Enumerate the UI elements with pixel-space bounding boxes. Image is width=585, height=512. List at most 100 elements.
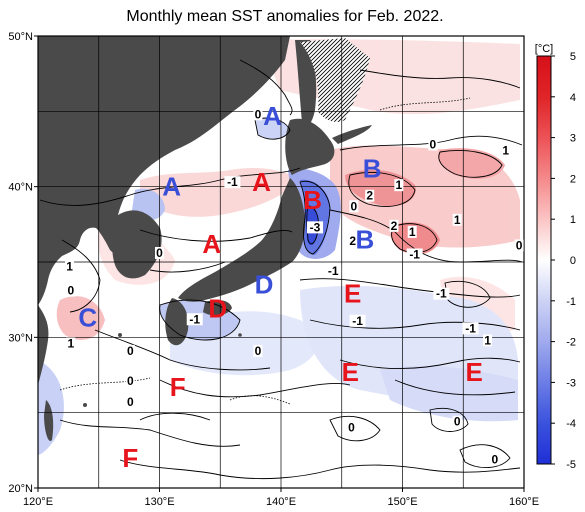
lat-label: 30°N — [8, 332, 33, 344]
colorbar-tick-label: 1 — [570, 214, 576, 226]
region-label-e: E — [344, 279, 361, 309]
colorbar-tick-label: 3 — [570, 133, 576, 145]
grid-lines — [38, 36, 524, 488]
colorbar-tick-label: 4 — [570, 92, 576, 104]
longitude-axis: 120°E 130°E 140°E 150°E 160°E — [23, 488, 539, 508]
contour-label: 0 — [348, 421, 355, 435]
region-label-c: C — [78, 303, 97, 333]
colorbar-tick-label: -5 — [566, 459, 576, 471]
contour-label: 0 — [255, 107, 262, 121]
colorbar-tick-label: 2 — [570, 173, 576, 185]
contour-label-bg — [483, 334, 493, 347]
contour-label-bg — [514, 239, 524, 252]
contour-label-bg — [433, 287, 450, 300]
region-label-a: A — [202, 229, 221, 259]
contour-label-bg — [349, 200, 359, 213]
colorbar-tick-label: 5 — [570, 51, 576, 63]
contour-label: -1 — [189, 312, 200, 326]
contour-label-bg — [406, 248, 423, 261]
lat-label: 20°N — [8, 483, 33, 495]
contour-label: 2 — [349, 234, 356, 248]
colorbar-scale — [536, 55, 552, 465]
contour-label: 2 — [391, 219, 398, 233]
colorbar-tick-label: -1 — [566, 296, 576, 308]
colorbar-tick-label: -4 — [566, 418, 576, 430]
latitude-axis: 50°N 40°N 30°N 20°N — [8, 31, 38, 495]
colorbar-tick-label: -3 — [566, 377, 576, 389]
colorbar-tick-label: -2 — [566, 337, 576, 349]
contour-label-bg — [452, 213, 462, 226]
contour-label: -1 — [436, 287, 447, 301]
contour-label-bg — [307, 221, 324, 234]
contour-label-bg — [346, 421, 356, 434]
region-label-b: B — [303, 185, 322, 215]
contour-label-bg — [452, 415, 462, 428]
lat-label: 40°N — [8, 182, 33, 194]
contour-label-bg — [325, 265, 342, 278]
contour-label: 0 — [430, 137, 437, 151]
contour-label: 0 — [255, 344, 262, 358]
contour-label-bg — [365, 189, 375, 202]
contour-label-bg — [490, 453, 500, 466]
contour-label: -1 — [409, 247, 420, 261]
contour-label: 0 — [516, 238, 523, 252]
region-label-a: A — [162, 172, 181, 202]
contour-label: 1 — [409, 225, 416, 239]
region-label-d: D — [208, 294, 227, 324]
colorbar-tick-label: 0 — [570, 255, 576, 267]
contour-label: 0 — [454, 415, 461, 429]
contour-label-bg — [501, 144, 511, 157]
contour-label: -1 — [352, 314, 363, 328]
colorbar: [°C] 5 4 3 2 1 0 -1 -2 -3 -4 -5 — [535, 43, 576, 471]
contour-label-bg — [348, 234, 358, 247]
contour-label: -1 — [227, 175, 238, 189]
contour-label: 0 — [67, 284, 74, 298]
contour-label-bg — [66, 337, 76, 350]
contour-label: 1 — [484, 333, 491, 347]
contour-label: 0 — [351, 199, 358, 213]
lon-label: 140°E — [266, 496, 296, 508]
contour-label-bg — [125, 375, 135, 388]
contour-label-bg — [125, 344, 135, 357]
contour-label-bg — [125, 396, 135, 409]
map-field — [38, 36, 524, 488]
contour-label: 1 — [396, 178, 403, 192]
contour-label: 1 — [502, 144, 509, 158]
contour-label-bg — [66, 284, 76, 297]
contour-label-bg — [389, 219, 399, 232]
contour-label-bg — [394, 179, 404, 192]
region-label-f: F — [122, 443, 138, 473]
region-label-b: B — [363, 154, 382, 184]
contour-label: -1 — [328, 264, 339, 278]
contour-lines — [39, 59, 523, 480]
contour-label: -3 — [310, 220, 321, 234]
map-title: Monthly mean SST anomalies for Feb. 2022… — [126, 8, 444, 25]
dotted-contours — [59, 97, 471, 405]
contour-label: 1 — [454, 213, 461, 227]
contour-label-bg — [428, 138, 438, 151]
land — [38, 36, 372, 441]
contour-label-bg — [224, 176, 241, 189]
contour-label-bg — [186, 313, 203, 326]
colorbar-ticks: 5 4 3 2 1 0 -1 -2 -3 -4 -5 — [551, 51, 576, 471]
contour-label: 0 — [127, 395, 134, 409]
contour-label: 2 — [366, 189, 373, 203]
contour-label: 0 — [127, 344, 134, 358]
contour-label: 1 — [67, 336, 74, 350]
contour-label-bg — [253, 344, 263, 357]
region-label-e: E — [466, 357, 483, 387]
region-label-d: D — [255, 270, 274, 300]
contour-label: 0 — [127, 374, 134, 388]
lon-label: 130°E — [144, 496, 174, 508]
colorbar-unit: [°C] — [535, 43, 553, 55]
contour-label: 0 — [491, 452, 498, 466]
contour-label-bg — [65, 260, 75, 273]
contour-label-bg — [349, 314, 366, 327]
region-label-b: B — [355, 224, 374, 254]
region-label-a: A — [252, 167, 271, 197]
contour-label-bg — [253, 108, 263, 121]
contour-label: 0 — [156, 246, 163, 260]
